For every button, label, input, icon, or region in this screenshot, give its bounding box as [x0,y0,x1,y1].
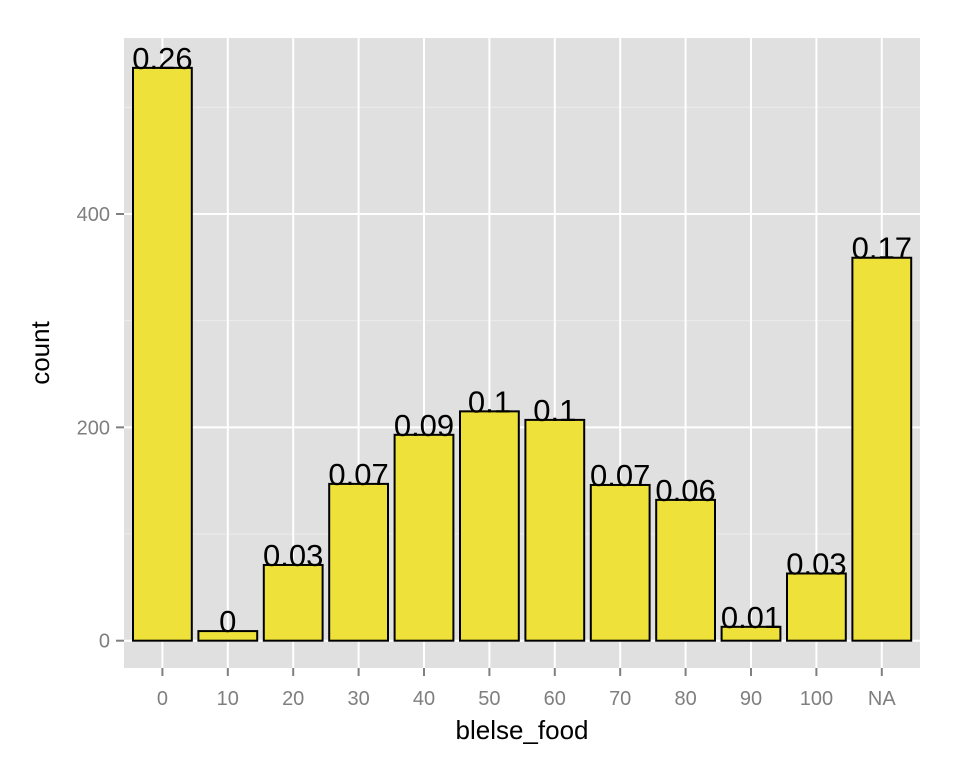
data-label: 0.26 [132,41,192,76]
y-axis: 0 200 400 [77,204,124,653]
bar-20 [262,563,324,642]
bar-40 [393,433,455,642]
x-tick-label: 60 [544,688,566,710]
x-tick-label: 10 [217,688,239,710]
x-tick-label: 30 [347,688,369,710]
bar-50 [459,410,520,642]
bar-30 [328,482,390,642]
data-label: 0.07 [590,458,650,493]
data-label: 0.03 [263,538,323,573]
x-tick-label: 90 [740,688,762,710]
bar-NA [851,256,913,642]
bar-60 [524,418,586,642]
bar-80 [655,498,717,642]
x-tick-label: 70 [609,688,631,710]
x-tick-label: 40 [413,688,435,710]
x-axis-title: blelse_food [456,715,589,745]
y-tick-label: 200 [77,417,110,439]
data-label: 0.17 [852,231,912,266]
minor-gridlines [124,106,920,535]
bar-90 [720,625,782,642]
bar-100 [786,572,847,642]
bars [132,66,913,642]
x-tick-label: 80 [674,688,696,710]
data-label: 0.09 [394,408,454,443]
bar-0 [132,66,193,642]
x-tick-label: NA [868,688,896,710]
data-label: 0.1 [533,393,576,428]
x-tick-label: 20 [282,688,304,710]
data-label: 0.07 [328,457,388,492]
x-tick-label: 100 [800,688,833,710]
y-axis-title: count [25,320,55,384]
x-tick-label: 0 [157,688,168,710]
data-label: 0.01 [721,600,781,635]
y-tick-label: 400 [77,204,110,226]
x-tick-label: 50 [478,688,500,710]
x-axis: 0 10 20 30 40 50 60 70 80 90 100 NA [157,668,896,710]
data-label: 0.1 [468,384,511,419]
bar-10 [197,630,259,642]
data-label: 0 [219,604,236,639]
plot-panel [124,38,920,668]
data-label: 0.03 [786,546,846,581]
bar-70 [589,483,651,642]
y-tick-label: 0 [99,631,110,653]
data-label: 0.06 [655,473,715,508]
